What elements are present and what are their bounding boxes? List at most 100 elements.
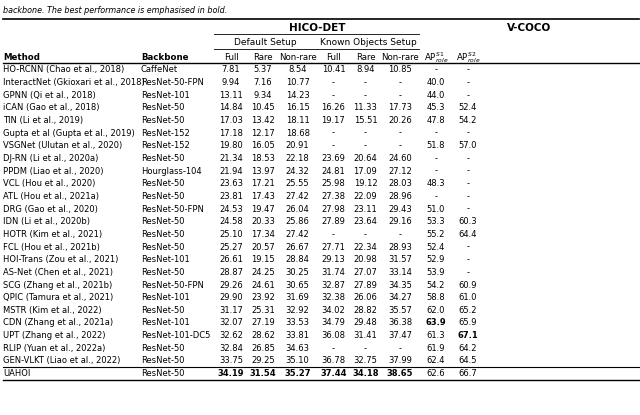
Text: -: - xyxy=(332,141,335,150)
Text: 57.0: 57.0 xyxy=(459,141,477,150)
Text: ResNet-50-FPN: ResNet-50-FPN xyxy=(141,205,204,214)
Text: 20.64: 20.64 xyxy=(353,154,378,163)
Text: 54.2: 54.2 xyxy=(459,116,477,125)
Text: 32.38: 32.38 xyxy=(321,293,346,302)
Text: -: - xyxy=(364,230,367,239)
Text: 34.63: 34.63 xyxy=(285,344,310,353)
Text: 40.0: 40.0 xyxy=(427,78,445,87)
Text: 10.77: 10.77 xyxy=(285,78,310,87)
Text: 24.58: 24.58 xyxy=(219,217,243,226)
Text: -: - xyxy=(467,192,469,201)
Text: -: - xyxy=(364,90,367,100)
Text: 11.33: 11.33 xyxy=(353,103,378,112)
Text: 35.10: 35.10 xyxy=(285,356,310,366)
Text: 26.61: 26.61 xyxy=(219,255,243,264)
Text: RLIP (Yuan et al., 2022a): RLIP (Yuan et al., 2022a) xyxy=(3,344,106,353)
Text: ResNet-50-FPN: ResNet-50-FPN xyxy=(141,281,204,290)
Text: 62.6: 62.6 xyxy=(426,369,445,378)
Text: 13.42: 13.42 xyxy=(251,116,275,125)
Text: 66.7: 66.7 xyxy=(458,369,477,378)
Text: iCAN (Gao et al., 2018): iCAN (Gao et al., 2018) xyxy=(3,103,100,112)
Text: AP$^{S1}_{role}$: AP$^{S1}_{role}$ xyxy=(424,50,448,65)
Text: 62.0: 62.0 xyxy=(427,306,445,315)
Text: 28.96: 28.96 xyxy=(388,192,412,201)
Text: ResNet-50: ResNet-50 xyxy=(141,154,184,163)
Text: 16.15: 16.15 xyxy=(285,103,310,112)
Text: CDN (Zhang et al., 2021a): CDN (Zhang et al., 2021a) xyxy=(3,318,113,327)
Text: ResNet-50: ResNet-50 xyxy=(141,179,184,188)
Text: 29.43: 29.43 xyxy=(388,205,412,214)
Text: -: - xyxy=(364,344,367,353)
Text: 60.9: 60.9 xyxy=(459,281,477,290)
Text: 27.89: 27.89 xyxy=(321,217,346,226)
Text: 31.54: 31.54 xyxy=(250,369,276,378)
Text: AP$^{S2}_{role}$: AP$^{S2}_{role}$ xyxy=(456,50,480,65)
Text: 35.57: 35.57 xyxy=(388,306,412,315)
Text: 32.84: 32.84 xyxy=(219,344,243,353)
Text: 23.63: 23.63 xyxy=(219,179,243,188)
Text: 28.87: 28.87 xyxy=(219,268,243,277)
Text: 31.74: 31.74 xyxy=(321,268,346,277)
Text: 24.53: 24.53 xyxy=(219,205,243,214)
Text: -: - xyxy=(399,141,401,150)
Text: ResNet-101: ResNet-101 xyxy=(141,318,189,327)
Text: 21.34: 21.34 xyxy=(219,154,243,163)
Text: 17.21: 17.21 xyxy=(251,179,275,188)
Text: ResNet-50: ResNet-50 xyxy=(141,306,184,315)
Text: ResNet-50: ResNet-50 xyxy=(141,344,184,353)
Text: 33.75: 33.75 xyxy=(219,356,243,366)
Text: 36.38: 36.38 xyxy=(388,318,412,327)
Text: 20.98: 20.98 xyxy=(353,255,378,264)
Text: 9.94: 9.94 xyxy=(222,78,240,87)
Text: 25.55: 25.55 xyxy=(286,179,309,188)
Text: 18.53: 18.53 xyxy=(251,154,275,163)
Text: 31.69: 31.69 xyxy=(285,293,310,302)
Text: 18.11: 18.11 xyxy=(285,116,310,125)
Text: -: - xyxy=(467,179,469,188)
Text: 27.42: 27.42 xyxy=(285,192,310,201)
Text: 17.09: 17.09 xyxy=(353,166,378,176)
Text: 19.15: 19.15 xyxy=(252,255,275,264)
Text: -: - xyxy=(467,268,469,277)
Text: 14.23: 14.23 xyxy=(285,90,310,100)
Text: 20.26: 20.26 xyxy=(388,116,412,125)
Text: 27.38: 27.38 xyxy=(321,192,346,201)
Text: -: - xyxy=(467,129,469,138)
Text: 23.64: 23.64 xyxy=(353,217,378,226)
Text: 32.07: 32.07 xyxy=(219,318,243,327)
Text: 22.34: 22.34 xyxy=(353,242,378,251)
Text: 29.13: 29.13 xyxy=(321,255,346,264)
Text: 31.41: 31.41 xyxy=(353,331,378,340)
Text: -: - xyxy=(467,65,469,74)
Text: 28.93: 28.93 xyxy=(388,242,412,251)
Text: 29.90: 29.90 xyxy=(220,293,243,302)
Text: Default Setup: Default Setup xyxy=(234,38,297,47)
Text: 13.97: 13.97 xyxy=(251,166,275,176)
Text: 64.4: 64.4 xyxy=(459,230,477,239)
Text: Rare: Rare xyxy=(253,53,273,62)
Text: 60.3: 60.3 xyxy=(458,217,477,226)
Text: 8.94: 8.94 xyxy=(356,65,374,74)
Text: 25.98: 25.98 xyxy=(321,179,346,188)
Text: 27.19: 27.19 xyxy=(251,318,275,327)
Text: 53.9: 53.9 xyxy=(427,268,445,277)
Text: 34.35: 34.35 xyxy=(388,281,412,290)
Text: 16.05: 16.05 xyxy=(251,141,275,150)
Text: 18.68: 18.68 xyxy=(285,129,310,138)
Text: 9.34: 9.34 xyxy=(254,90,272,100)
Text: TIN (Li et al., 2019): TIN (Li et al., 2019) xyxy=(3,116,83,125)
Text: ResNet-50: ResNet-50 xyxy=(141,268,184,277)
Text: 23.69: 23.69 xyxy=(321,154,346,163)
Text: Non-rare: Non-rare xyxy=(381,53,419,62)
Text: 17.34: 17.34 xyxy=(251,230,275,239)
Text: ResNet-50: ResNet-50 xyxy=(141,369,184,378)
Text: HOTR (Kim et al., 2021): HOTR (Kim et al., 2021) xyxy=(3,230,102,239)
Text: 25.10: 25.10 xyxy=(220,230,243,239)
Text: -: - xyxy=(399,78,401,87)
Text: IDN (Li et al., 2020b): IDN (Li et al., 2020b) xyxy=(3,217,90,226)
Text: -: - xyxy=(364,141,367,150)
Text: 33.14: 33.14 xyxy=(388,268,412,277)
Text: 62.4: 62.4 xyxy=(427,356,445,366)
Text: -: - xyxy=(467,78,469,87)
Text: 34.27: 34.27 xyxy=(388,293,412,302)
